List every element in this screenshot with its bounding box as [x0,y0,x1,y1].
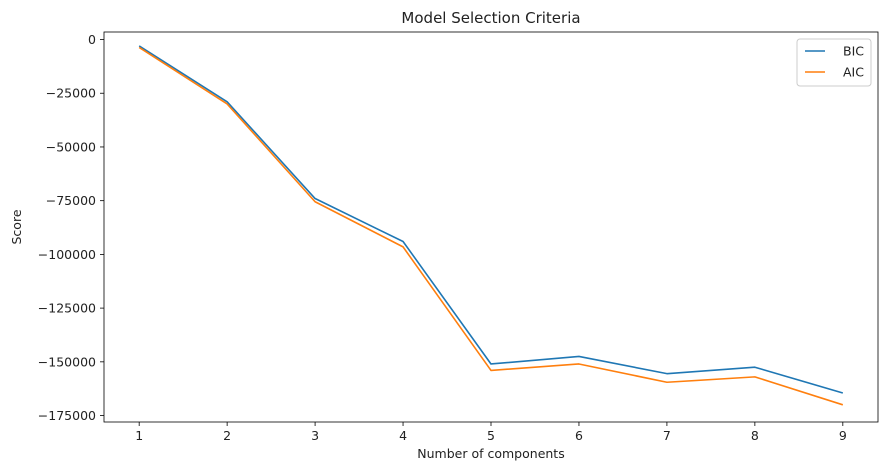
y-axis-ticks: 0 −25000 −50000 −75000 −100000 −125000 −150000… [38,32,104,423]
x-tick-label: 8 [751,428,759,443]
series-line-aic [138,46,844,406]
x-axis-ticks: 1 2 3 4 5 6 7 8 9 [135,422,847,443]
y-tick-label: −50000 [46,139,96,154]
y-tick-label: −175000 [38,408,96,423]
x-tick-label: 5 [487,428,495,443]
y-tick-label: −150000 [38,354,96,369]
legend-label-bic: BIC [843,44,864,59]
y-axis-label: Score [9,209,24,244]
x-tick-label: 7 [663,428,671,443]
y-tick-label: −25000 [46,86,96,101]
x-axis-label: Number of components [417,446,564,461]
y-tick-label: 0 [88,32,96,47]
x-tick-label: 6 [575,428,583,443]
legend: BIC AIC [796,38,872,87]
plot-frame [103,31,879,423]
x-tick-label: 9 [839,428,847,443]
x-tick-label: 2 [223,428,231,443]
y-tick-label: −75000 [46,193,96,208]
y-tick-label: −100000 [38,247,96,262]
series-line-bic [138,45,844,394]
legend-label-aic: AIC [843,65,864,80]
series-layer [138,45,844,406]
x-tick-label: 3 [311,428,319,443]
chart-title: Model Selection Criteria [401,9,580,27]
y-tick-label: −125000 [38,301,96,316]
x-tick-label: 4 [399,428,407,443]
x-tick-label: 1 [135,428,143,443]
